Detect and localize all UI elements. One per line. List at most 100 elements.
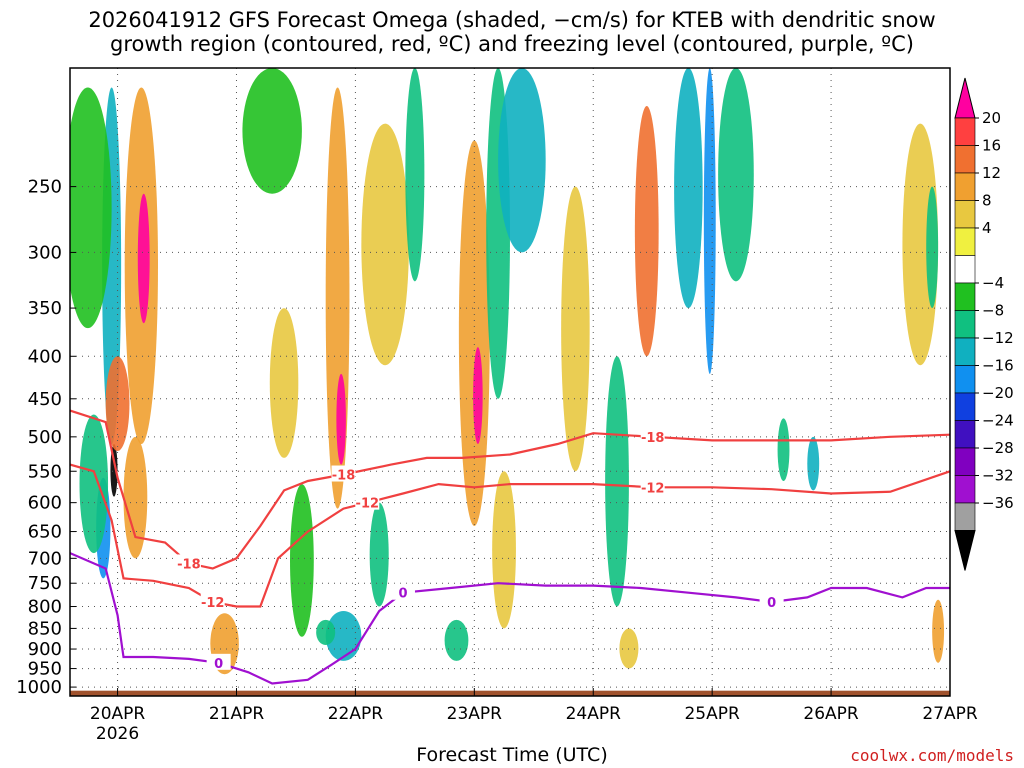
colorbar-label-3: 8 xyxy=(982,192,992,210)
y-tick-label-700: 700 xyxy=(28,548,62,569)
x-tick-label-27APR: 27APR xyxy=(922,704,978,724)
y-tick-label-750: 750 xyxy=(28,573,62,594)
colorbar-label-13: −36 xyxy=(982,494,1014,512)
omega-cell-18 xyxy=(405,68,425,282)
colorbar-swatch-15 xyxy=(954,502,976,531)
y-tick-label-250: 250 xyxy=(28,177,62,198)
y-tick-label-300: 300 xyxy=(28,242,62,263)
colorbar-swatch-8 xyxy=(954,310,976,339)
contour-label-0-2: 0 xyxy=(767,596,776,611)
colorbar-label-12: −32 xyxy=(982,467,1014,485)
y-tick-label-650: 650 xyxy=(28,522,62,543)
omega-cell-16 xyxy=(316,619,336,646)
omega-cell-20 xyxy=(458,140,490,526)
contour-label-bg--12-1 xyxy=(355,493,380,510)
chart-title-line-1: 2026041912 GFS Forecast Omega (shaded, −… xyxy=(88,8,936,32)
y-tick-label-900: 900 xyxy=(28,639,62,660)
omega-cell-23 xyxy=(498,68,546,253)
y-tick-label-450: 450 xyxy=(28,389,62,410)
omega-cell-35 xyxy=(926,186,939,309)
colorbar-label-9: −20 xyxy=(982,384,1014,402)
omega-cell-6 xyxy=(137,193,150,324)
omega-cell-32 xyxy=(777,418,790,481)
colorbar-swatch-10 xyxy=(954,365,976,394)
contour-label-bg--12-0 xyxy=(200,592,225,609)
colorbar-swatch-11 xyxy=(954,392,976,421)
contour-label--18-2: -18 xyxy=(641,431,665,446)
contour-label--12-1: -12 xyxy=(356,497,380,512)
omega-cell-2 xyxy=(79,414,109,554)
colorbar-label-0: 20 xyxy=(982,109,1001,127)
contour-label-bg--18-1 xyxy=(331,465,356,482)
colorbar-swatch-4 xyxy=(954,200,976,229)
x-tick-sublabel-20APR: 2026 xyxy=(96,724,139,744)
y-tick-label-850: 850 xyxy=(28,618,62,639)
omega-cell-26 xyxy=(561,186,590,472)
contour-label--18-0: -18 xyxy=(177,557,201,572)
colorbar-label-10: −24 xyxy=(982,412,1014,430)
colorbar-label-2: 12 xyxy=(982,164,1001,182)
omega-cell-24 xyxy=(444,619,469,661)
omega-cell-14 xyxy=(336,373,346,465)
colorbar-swatch-6 xyxy=(954,255,976,284)
grid-lines xyxy=(70,68,951,696)
omega-cell-8 xyxy=(123,436,148,559)
contour-label-0-1: 0 xyxy=(398,587,407,602)
x-tick-label-21APR: 21APR xyxy=(209,704,265,724)
colorbar-swatch-3 xyxy=(954,172,976,201)
colorbar-label-5: −4 xyxy=(982,274,1004,292)
y-tick-label-500: 500 xyxy=(28,427,62,448)
y-tick-label-1000: 1000 xyxy=(16,677,62,698)
colorbar-bottom-arrow xyxy=(954,530,976,571)
y-tick-label-350: 350 xyxy=(28,298,62,319)
omega-cell-10 xyxy=(242,68,302,194)
colorbar-swatch-5 xyxy=(954,227,976,256)
contour-label-bg--12-2 xyxy=(640,478,665,495)
contour-label--12-2: -12 xyxy=(641,481,665,496)
x-tick-label-23APR: 23APR xyxy=(447,704,503,724)
x-tick-label-20APR: 20APR xyxy=(90,704,146,724)
contour-label--18-1: -18 xyxy=(332,469,356,484)
contour-label-0-0: 0 xyxy=(214,657,223,672)
colorbar-swatch-13 xyxy=(954,447,976,476)
omega-cell-3 xyxy=(70,87,112,329)
contour-label--12-0: -12 xyxy=(201,596,225,611)
colorbar-swatch-1 xyxy=(954,117,976,146)
omega-cell-27 xyxy=(605,356,629,607)
omega-cell-19 xyxy=(369,502,389,607)
omega-cell-15 xyxy=(325,611,362,661)
colorbar: 20 16 12 8 4 −4 −8 −12 −16 −20 −24 −28 −32 −36 xyxy=(954,77,1014,571)
contour-line--18 xyxy=(70,409,950,570)
x-axis-title: Forecast Time (UTC) xyxy=(416,744,608,766)
y-axis-tick-labels: 2503003504004505005506006507007508008509… xyxy=(16,177,62,698)
omega-cell-30 xyxy=(703,68,716,374)
colorbar-label-7: −12 xyxy=(982,329,1014,347)
colorbar-swatch-9 xyxy=(954,337,976,366)
omega-cell-12 xyxy=(290,484,314,637)
omega-cell-11 xyxy=(269,308,299,458)
y-tick-label-800: 800 xyxy=(28,597,62,618)
x-tick-label-22APR: 22APR xyxy=(328,704,384,724)
omega-cell-28 xyxy=(634,106,659,357)
surface-ground-bar xyxy=(70,690,950,696)
omega-cell-34 xyxy=(902,123,939,366)
chart-title-line-2: growth region (contoured, red, ºC) and f… xyxy=(110,32,914,56)
omega-cell-33 xyxy=(807,436,820,491)
contour-label-bg--18-2 xyxy=(640,427,665,444)
colorbar-label-11: −28 xyxy=(982,439,1014,457)
omega-cell-21 xyxy=(473,347,483,444)
x-tick-label-25APR: 25APR xyxy=(684,704,740,724)
colorbar-label-6: −8 xyxy=(982,302,1004,320)
omega-shading-layer xyxy=(70,68,945,675)
omega-cell-29 xyxy=(674,68,703,309)
y-tick-label-400: 400 xyxy=(28,346,62,367)
credit-link[interactable]: coolwx.com/models xyxy=(850,746,1014,765)
contour-line-0 xyxy=(70,552,950,685)
colorbar-swatch-12 xyxy=(954,420,976,449)
contour-label-bg-0-2 xyxy=(759,592,784,609)
contour-label-bg-0-0 xyxy=(206,653,231,670)
colorbar-top-arrow xyxy=(954,77,976,119)
